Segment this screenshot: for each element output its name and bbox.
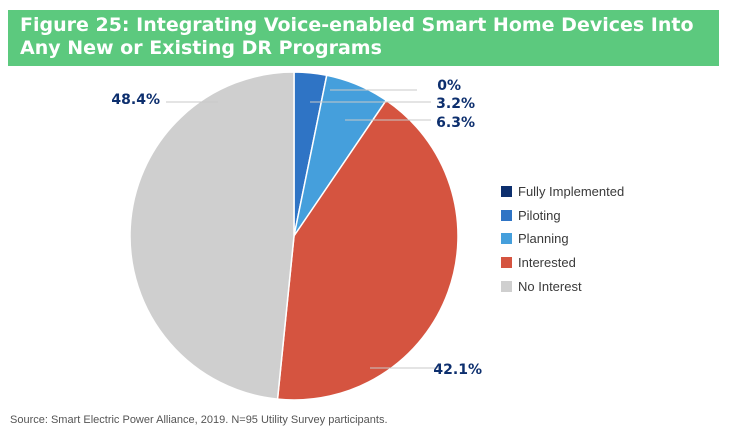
legend-item-no-interest: No Interest <box>501 274 624 298</box>
legend-item-fully-implemented: Fully Implemented <box>501 180 624 204</box>
figure-title: Figure 25: Integrating Voice-enabled Sma… <box>20 14 694 59</box>
pie-slice-interested <box>276 99 459 401</box>
legend-label: No Interest <box>518 278 582 294</box>
data-label-piloting: 3.2% <box>436 96 475 112</box>
source-note: Source: Smart Electric Power Alliance, 2… <box>10 414 388 426</box>
legend-label: Planning <box>518 231 569 247</box>
pie-slice-no-interest <box>129 71 295 400</box>
legend-swatch <box>501 280 512 292</box>
legend-item-interested: Interested <box>501 251 624 275</box>
data-label-no-interest: 48.4% <box>111 92 160 108</box>
legend-swatch <box>501 186 512 198</box>
legend-label: Piloting <box>518 207 561 223</box>
legend-swatch <box>501 233 512 245</box>
data-label-planning: 6.3% <box>436 115 475 131</box>
legend-label: Interested <box>518 255 576 271</box>
legend-item-planning: Planning <box>501 227 624 251</box>
legend-swatch <box>501 257 512 269</box>
chart-legend: Fully Implemented Piloting Planning Interes… <box>501 180 624 298</box>
legend-item-piloting: Piloting <box>501 204 624 228</box>
data-label-interested: 42.1% <box>433 362 482 378</box>
data-label-fully-implemented: 0% <box>437 78 461 94</box>
legend-label: Fully Implemented <box>518 184 625 200</box>
figure-title-bar: Figure 25: Integrating Voice-enabled Sma… <box>8 10 719 66</box>
legend-swatch <box>501 209 512 221</box>
